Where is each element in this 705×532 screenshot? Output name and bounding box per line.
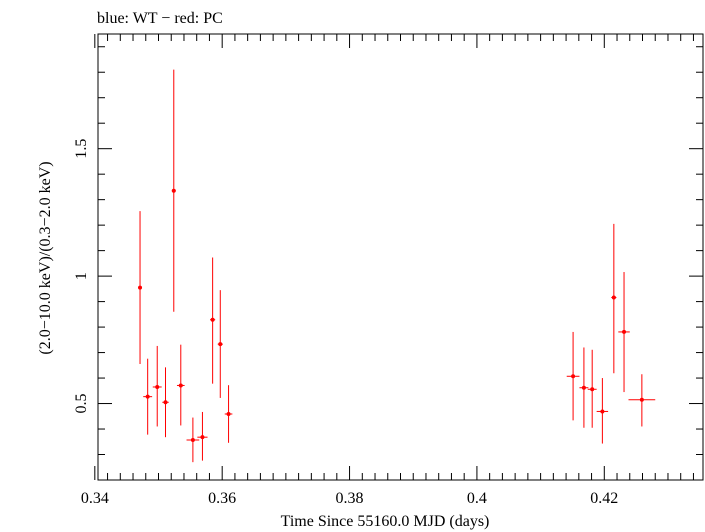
- point-marker: [600, 409, 605, 414]
- y-axis: 0.5 1 1.5: [73, 46, 703, 481]
- data-point: [143, 358, 153, 435]
- x-axis: 0.34 0.36 0.38 0.4 0.42: [81, 34, 694, 507]
- x-tick-label: 0.38: [336, 490, 364, 507]
- data-point: [618, 272, 630, 393]
- y-tick-label: 1.5: [73, 139, 90, 159]
- data-point: [186, 417, 200, 463]
- data-point: [596, 378, 609, 444]
- y-axis-label: (2.0−10.0 keV)/(0.3−2.0 keV): [37, 161, 54, 354]
- data-point: [611, 223, 617, 374]
- x-tick-label: 0.4: [467, 490, 487, 507]
- point-marker: [200, 435, 205, 440]
- chart-title: blue: WT − red: PC: [97, 10, 223, 27]
- data-point: [197, 411, 208, 461]
- point-marker: [590, 387, 595, 392]
- data-point: [171, 69, 176, 312]
- data-point: [224, 385, 233, 443]
- data-point: [579, 347, 589, 428]
- point-marker: [622, 329, 627, 334]
- data-point: [566, 331, 580, 421]
- point-marker: [639, 397, 644, 402]
- y-tick-label: 0.5: [73, 394, 90, 414]
- data-point: [152, 345, 162, 427]
- data-point: [217, 290, 223, 398]
- data-point: [162, 367, 169, 438]
- x-tick-label: 0.42: [590, 490, 618, 507]
- data-point: [628, 374, 656, 427]
- point-marker: [190, 437, 195, 442]
- point-marker: [145, 394, 150, 399]
- data-point: [587, 349, 597, 428]
- point-marker: [226, 411, 231, 416]
- point-marker: [611, 295, 616, 300]
- point-marker: [155, 384, 160, 389]
- x-axis-label: Time Since 55160.0 MJD (days): [281, 513, 490, 530]
- y-tick-label: 1: [73, 272, 90, 280]
- point-marker: [138, 285, 143, 290]
- point-marker: [571, 374, 576, 379]
- data-point: [176, 344, 185, 426]
- point-marker: [178, 383, 183, 388]
- data-point: [138, 211, 143, 365]
- data-point: [210, 257, 216, 384]
- point-marker: [581, 385, 586, 390]
- point-marker: [163, 400, 168, 405]
- point-marker: [171, 188, 176, 193]
- data-points: [138, 69, 656, 463]
- point-marker: [210, 317, 215, 322]
- x-tick-label: 0.34: [81, 490, 109, 507]
- x-tick-label: 0.36: [208, 490, 236, 507]
- point-marker: [218, 342, 223, 347]
